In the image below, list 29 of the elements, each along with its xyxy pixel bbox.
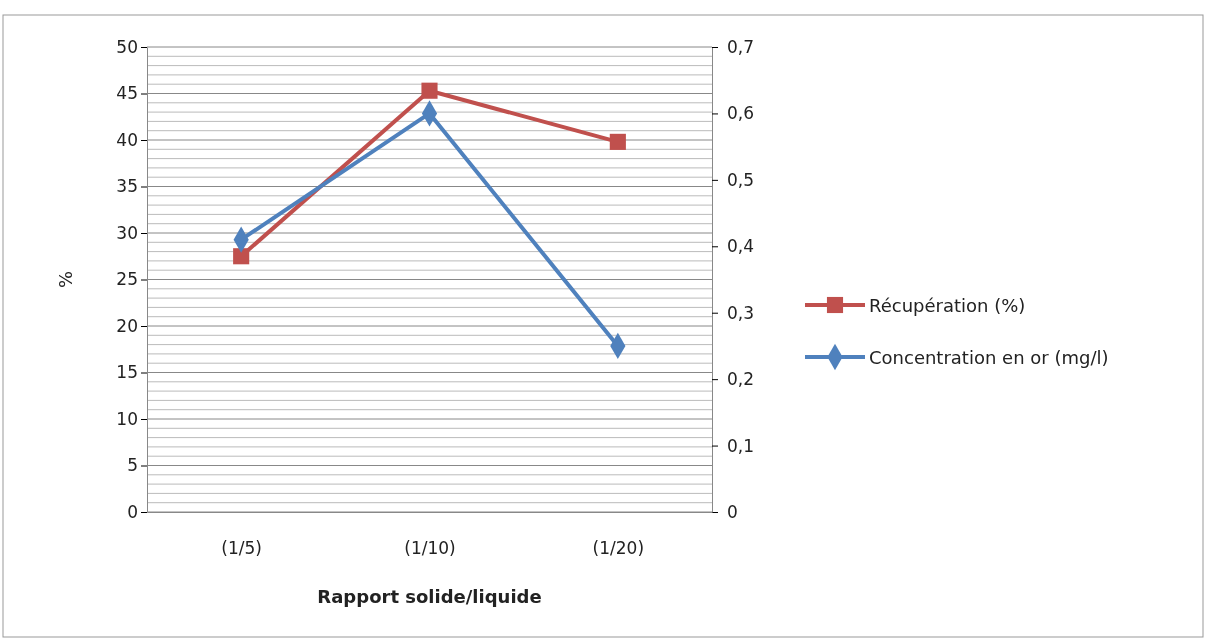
y2-tick-label: 0,5: [727, 169, 755, 190]
y2-tick-label: 0: [727, 501, 738, 522]
y-tick-label: 5: [127, 455, 138, 476]
y2-tick-label: 0,6: [727, 103, 755, 124]
y2-tick-label: 0,4: [727, 236, 755, 257]
y-tick-label: 45: [116, 83, 138, 104]
y-tick-label: 35: [116, 176, 138, 197]
y2-tick-label: 0,2: [727, 369, 755, 390]
y-tick-label: 10: [116, 408, 138, 429]
y-tick-label: 0: [127, 501, 138, 522]
y2-tick-label: 0,1: [727, 435, 755, 456]
x-axis-title: Rapport solide/liquide: [317, 586, 542, 607]
point: [233, 248, 250, 265]
x-tick-label: (1/5): [221, 538, 262, 559]
y-tick-label: 15: [116, 362, 138, 383]
y-tick-label: 50: [116, 36, 138, 57]
point: [609, 133, 626, 150]
legend-label: Concentration en or (mg/l): [869, 347, 1109, 368]
y-tick-label: 30: [116, 222, 138, 243]
y-axis-title: %: [55, 270, 76, 289]
x-tick-label: (1/10): [404, 538, 456, 559]
legend-label: Récupération (%): [869, 295, 1026, 316]
y-tick-label: 25: [116, 269, 138, 290]
x-tick-label: (1/20): [592, 538, 645, 559]
point: [421, 82, 438, 99]
y-tick-label: 20: [116, 315, 138, 336]
y2-tick-label: 0,3: [727, 302, 755, 323]
y-tick-label: 40: [116, 129, 138, 150]
y2-tick-label: 0,7: [727, 36, 755, 57]
